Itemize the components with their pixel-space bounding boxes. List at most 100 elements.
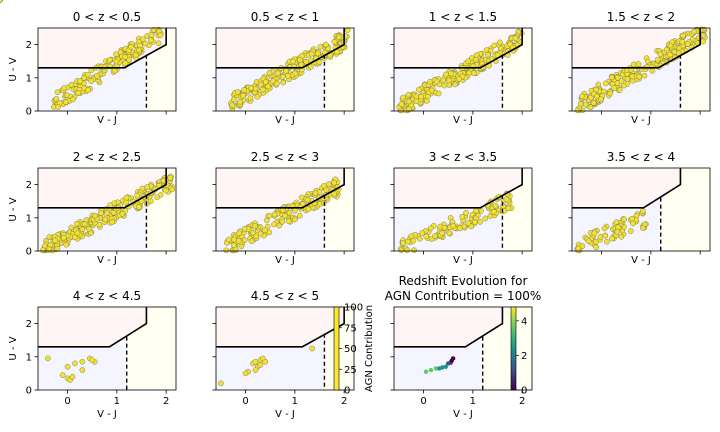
data-point [641, 72, 648, 79]
panel [0, 0, 533, 394]
data-point [292, 70, 298, 77]
data-point [86, 226, 92, 232]
data-point [157, 32, 164, 39]
y-tick-label: 0 [26, 107, 32, 118]
y-tick-label: 0 [26, 386, 32, 397]
data-point [441, 82, 448, 89]
data-point [601, 225, 608, 232]
data-point [88, 78, 95, 85]
x-axis-label: V - J [453, 115, 473, 126]
data-point [322, 41, 329, 48]
data-point [102, 216, 109, 223]
axes-frame [393, 167, 533, 252]
data-point [128, 43, 134, 50]
data-point [52, 237, 58, 244]
panel-title: 0 < z < 0.5 [73, 10, 141, 24]
x-tick-label: 2 [163, 396, 169, 407]
panel [390, 167, 533, 255]
data-point [611, 85, 618, 91]
data-point [700, 38, 706, 45]
data-point [45, 355, 51, 362]
data-point [691, 28, 697, 35]
dusty-region [502, 28, 532, 111]
data-point [231, 242, 237, 249]
x-axis-label: V - J [453, 255, 473, 266]
colorbar-tick-label: 4 [521, 316, 527, 327]
data-point [416, 86, 422, 93]
data-point [621, 216, 627, 223]
x-tick-label: 2 [341, 396, 347, 407]
data-point [447, 70, 454, 77]
axes-frame [37, 306, 177, 391]
data-point [593, 93, 600, 100]
data-point [283, 67, 289, 74]
data-point [472, 56, 479, 63]
data-point [500, 203, 506, 209]
x-axis-label: V - J [97, 409, 117, 420]
data-point [459, 213, 465, 220]
data-point [40, 247, 46, 253]
data-point [285, 73, 291, 79]
data-point [55, 104, 61, 110]
y-tick-label: 2 [26, 180, 32, 191]
data-point [630, 220, 636, 227]
data-point [266, 212, 273, 219]
data-point [241, 225, 248, 232]
data-point [592, 238, 599, 245]
data-point [253, 233, 260, 240]
data-point [457, 225, 463, 232]
data-point [242, 370, 249, 377]
data-point [144, 184, 150, 190]
data-point [593, 244, 600, 251]
data-point [331, 179, 337, 186]
data-point [252, 358, 259, 365]
data-point [266, 70, 273, 76]
data-point [240, 92, 246, 99]
data-point [234, 89, 241, 95]
data-point [428, 87, 435, 94]
data-point [591, 230, 598, 237]
data-point [81, 75, 87, 81]
data-point [435, 90, 442, 97]
x-axis-label: V - J [275, 255, 295, 266]
dusty-region [146, 28, 176, 111]
x-axis-label: V - J [97, 115, 117, 126]
y-axis-label: U - V [8, 57, 19, 81]
x-tick-label: 0 [242, 396, 248, 407]
data-point [276, 222, 282, 229]
data-point [575, 245, 582, 252]
data-point [629, 73, 636, 80]
data-point [473, 207, 479, 214]
panel-title: 3.5 < z < 4 [607, 150, 675, 164]
axes-frame [37, 27, 177, 112]
data-point [265, 83, 271, 90]
data-point [236, 230, 243, 237]
data-point [241, 87, 247, 93]
x-axis-label: V - J [453, 409, 473, 420]
data-point [62, 99, 69, 105]
axes-frame [571, 167, 711, 252]
dusty-region [324, 168, 354, 251]
redshift-point [443, 364, 448, 369]
data-point [77, 78, 83, 85]
data-point [92, 212, 98, 219]
data-point [154, 194, 160, 201]
uvj-boundary-line [38, 307, 148, 348]
data-point [123, 199, 129, 206]
data-point [231, 96, 237, 103]
data-point [635, 61, 642, 67]
data-point [446, 77, 452, 84]
data-point [602, 232, 608, 239]
data-point [101, 64, 108, 70]
data-point [404, 247, 411, 254]
data-point [290, 58, 296, 65]
data-point [574, 107, 581, 114]
data-point [291, 216, 298, 223]
data-point [113, 51, 119, 57]
data-point [0, 0, 3, 3]
data-point [229, 102, 236, 108]
data-point [657, 51, 664, 58]
data-point [618, 233, 625, 240]
data-point [257, 230, 264, 237]
quiescent-region [216, 307, 345, 347]
